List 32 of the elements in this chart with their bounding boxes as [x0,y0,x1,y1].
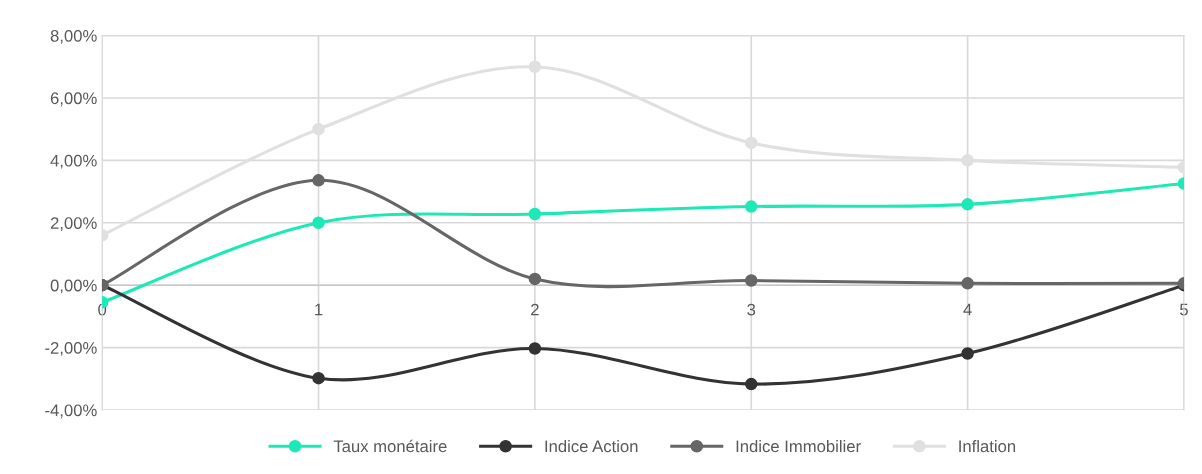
point [744,274,758,287]
y-tick-label: 2,00% [50,217,97,231]
x-tick-label: 3 [747,303,756,316]
point [744,377,758,391]
y-tick-label: 4,00% [50,154,97,169]
point [528,60,542,74]
point [528,342,542,355]
point [312,174,325,187]
point [528,207,542,221]
x-tick-label: 4 [963,303,972,316]
point [961,347,974,360]
y-tick-label: 0,00% [50,279,97,294]
x-tick-label: 2 [531,303,539,316]
legend-label: Inflation [959,439,1016,453]
point [528,272,542,286]
y-tick-label: 8,00% [50,29,97,44]
point [961,154,974,167]
legend-label: Indice Immobilier [736,439,861,453]
y-tick-label: -4,00% [45,404,97,419]
point [744,136,758,150]
legend-label: Taux monétaire [333,439,447,453]
point [961,198,974,211]
point [312,216,325,230]
x-tick-label: 1 [315,303,323,316]
point [744,200,758,213]
x-tick-label: 5 [1180,303,1188,316]
point [961,277,974,290]
legend-label: Indice Action [545,439,638,453]
point [312,371,325,385]
point [312,122,325,136]
y-tick-label: -2,00% [45,342,97,356]
y-tick-label: 6,00% [50,92,97,107]
